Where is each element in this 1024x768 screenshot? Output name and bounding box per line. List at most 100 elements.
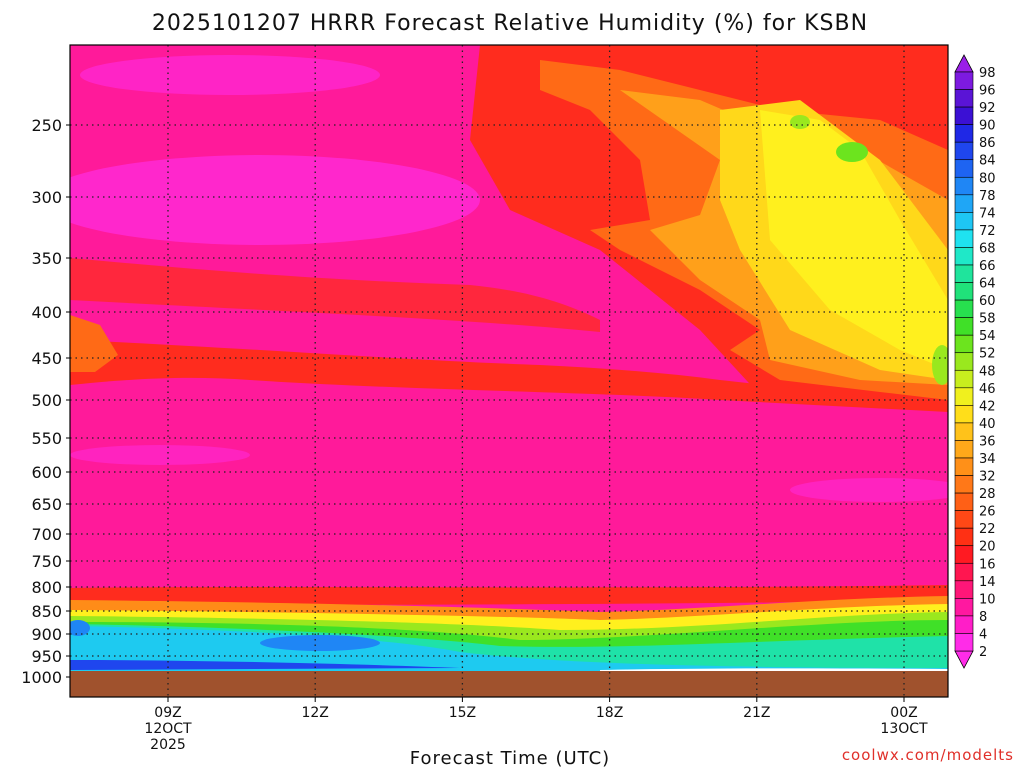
- rh-contour-blue-cell2: [70, 620, 90, 636]
- y-tick-label: 550: [31, 429, 62, 448]
- x-tick-label: 15Z: [449, 705, 476, 721]
- colorbar-swatch: [954, 580, 974, 599]
- y-tick-label: 250: [31, 116, 62, 135]
- y-tick-label: 850: [31, 602, 62, 621]
- colorbar-swatch: [954, 212, 974, 231]
- colorbar-swatch: [954, 369, 974, 389]
- x-tick-label: 18Z: [596, 705, 623, 721]
- colorbar-swatch: [954, 510, 974, 529]
- colorbar-label: 64: [979, 277, 996, 292]
- colorbar-swatch: [954, 194, 974, 213]
- colorbar-label: 90: [979, 119, 996, 134]
- colorbar-swatch: [954, 475, 974, 494]
- colorbar-label: 68: [979, 241, 996, 256]
- colorbar-swatch: [954, 71, 974, 90]
- colorbar-swatch: [954, 352, 974, 371]
- colorbar-swatch: [954, 317, 974, 336]
- colorbar-label: 80: [979, 171, 996, 186]
- colorbar-swatch: [954, 141, 974, 161]
- colorbar-swatch: [954, 527, 974, 547]
- colorbar-swatch: [954, 598, 974, 617]
- colorbar-label: 86: [979, 136, 996, 151]
- colorbar-swatch: [954, 282, 974, 301]
- x-tick-label: 13OCT: [880, 721, 928, 737]
- y-tick-label: 600: [31, 463, 62, 482]
- y-tick-label: 300: [31, 188, 62, 207]
- chart-title: 2025101207 HRRR Forecast Relative Humidi…: [152, 11, 868, 36]
- colorbar-swatch: [954, 176, 974, 196]
- colorbar-label: 98: [979, 66, 996, 81]
- colorbar-label: 92: [979, 101, 996, 116]
- y-tick-label: 400: [31, 303, 62, 322]
- colorbar-label: 96: [979, 84, 996, 99]
- colorbar-swatch: [954, 106, 974, 125]
- colorbar-label: 34: [979, 452, 996, 467]
- colorbar-bottom-arrow: [954, 650, 974, 669]
- colorbar-label: 32: [979, 470, 996, 485]
- colorbar-swatch: [954, 457, 974, 476]
- y-tick-label: 800: [31, 578, 62, 597]
- colorbar-label: 8: [979, 610, 987, 625]
- x-tick-label: 09Z: [154, 705, 181, 721]
- colorbar-label: 46: [979, 382, 996, 397]
- y-tick-label: 650: [31, 495, 62, 514]
- rh-contour-magenta-topleft: [80, 55, 380, 95]
- rh-contour-magenta-right: [790, 478, 948, 502]
- y-tick-label: 900: [31, 625, 62, 644]
- colorbar-label: 20: [979, 540, 996, 555]
- colorbar-label: 16: [979, 557, 996, 572]
- colorbar-label: 74: [979, 206, 996, 221]
- colorbar-top-arrow: [954, 54, 974, 73]
- plot-frame: [69, 44, 949, 698]
- colorbar-label: 54: [979, 329, 996, 344]
- colorbar-swatch: [954, 89, 974, 108]
- colorbar-swatch: [954, 299, 974, 318]
- colorbar-swatch: [954, 615, 974, 634]
- colorbar-swatch: [954, 159, 974, 178]
- rh-contour-red-band-450: [70, 340, 948, 412]
- colorbar-swatch: [954, 387, 974, 406]
- colorbar-label: 60: [979, 294, 996, 309]
- colorbar-swatch: [954, 562, 974, 582]
- rh-contour-red-band-300: [70, 258, 600, 332]
- colorbar-swatch: [954, 492, 974, 511]
- x-tick-label: 2025: [150, 737, 186, 753]
- rh-contour-green-cell1: [836, 142, 868, 162]
- colorbar-swatch: [954, 440, 974, 459]
- colorbar-swatch: [954, 545, 974, 564]
- y-tick-label: 700: [31, 525, 62, 544]
- colorbar-label: 40: [979, 417, 996, 432]
- colorbar-label: 22: [979, 522, 996, 537]
- colorbar-swatch: [954, 405, 974, 424]
- colorbar-label: 10: [979, 592, 996, 607]
- rh-contour-red-band-800: [70, 585, 948, 606]
- colorbar-label: 84: [979, 154, 996, 169]
- rh-contour-magenta-upper: [70, 155, 480, 245]
- colorbar-label: 42: [979, 399, 996, 414]
- colorbar-label: 66: [979, 259, 996, 274]
- y-tick-label: 1000: [21, 668, 62, 687]
- colorbar-label: 36: [979, 434, 996, 449]
- y-tick-label: 950: [31, 647, 62, 666]
- colorbar-label: 58: [979, 312, 996, 327]
- rh-contour-magenta-mid: [70, 445, 250, 465]
- colorbar-label: 72: [979, 224, 996, 239]
- colorbar-swatch: [954, 247, 974, 266]
- colorbar-label: 4: [979, 627, 987, 642]
- colorbar-swatch: [954, 422, 974, 441]
- colorbar-label: 28: [979, 487, 996, 502]
- colorbar-swatch: [954, 124, 974, 143]
- colorbar-label: 2: [979, 645, 987, 660]
- colorbar-label: 48: [979, 364, 996, 379]
- below-ground-surface: [70, 671, 948, 697]
- rh-contour-blue-cell1: [260, 635, 380, 651]
- colorbar-label: 52: [979, 347, 996, 362]
- colorbar-label: 14: [979, 575, 996, 590]
- plot-area: [70, 45, 948, 697]
- y-tick-label: 350: [31, 249, 62, 268]
- y-tick-label: 450: [31, 349, 62, 368]
- x-tick-label: 21Z: [743, 705, 770, 721]
- x-tick-label: 00Z: [890, 705, 917, 721]
